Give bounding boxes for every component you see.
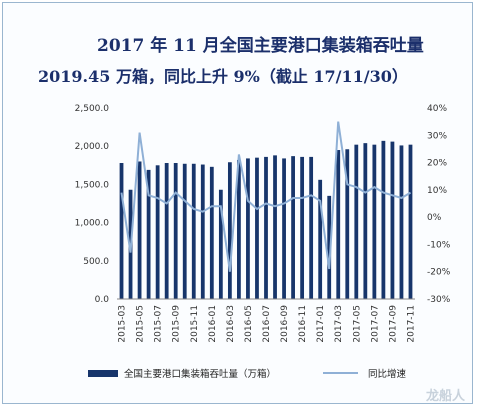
y-left-tick-label: 1,500.0 — [75, 180, 110, 190]
legend-bar-label: 全国主要港口集装箱吞吐量（万箱） — [124, 368, 276, 380]
bar — [399, 145, 404, 299]
bar — [336, 150, 341, 299]
x-tick-label: 2016-07 — [262, 305, 272, 343]
bar — [227, 162, 232, 299]
x-tick-label: 2017-09 — [388, 305, 398, 343]
bar — [354, 144, 359, 299]
y-axis-left: 0.0 500.0 1,000.0 1,500.0 2,000.0 2,500.0 — [75, 104, 110, 305]
y-axis-right: -30% -20% -10% 0% 10% 20% 30% 40% — [427, 104, 451, 305]
bar — [191, 163, 196, 299]
bar — [309, 156, 314, 299]
bar — [264, 156, 268, 299]
bar — [255, 157, 259, 299]
x-tick-label: 2016-11 — [298, 305, 308, 343]
y-left-tick-label: 0.0 — [95, 295, 110, 305]
bar — [164, 163, 169, 299]
y-right-tick-label: 40% — [427, 104, 447, 114]
x-tick-label: 2015-07 — [154, 305, 164, 343]
x-tick-label: 2015-09 — [172, 305, 182, 343]
y-right-tick-label: 10% — [427, 186, 447, 196]
bar — [372, 144, 377, 299]
line-series — [120, 121, 412, 272]
bar — [155, 165, 160, 299]
bar — [218, 189, 223, 299]
legend-bar-swatch — [88, 370, 118, 377]
x-tick-label: 2017-05 — [352, 305, 362, 343]
growth-line — [120, 121, 412, 272]
x-axis: 2015-03 2015-05 2015-07 2015-09 2015-11 2016-… — [117, 298, 416, 343]
bar — [146, 169, 151, 299]
bar — [137, 161, 142, 299]
chart-subtitle: 2019.45 万箱，同比上升 9%（截止 17/11/30） — [38, 67, 408, 86]
bar — [282, 158, 286, 299]
y-right-tick-label: -20% — [427, 268, 451, 278]
y-right-tick-label: 30% — [427, 131, 447, 141]
x-tick-label: 2017-07 — [370, 305, 380, 343]
y-right-tick-label: 20% — [427, 159, 447, 169]
y-left-tick-label: 1,000.0 — [75, 219, 110, 229]
bar — [182, 163, 187, 299]
y-right-tick-label: 0% — [427, 213, 442, 223]
legend-line-label: 同比增速 — [368, 368, 407, 380]
x-tick-label: 2016-01 — [208, 305, 218, 343]
bar — [363, 143, 368, 299]
bar — [327, 195, 332, 299]
y-right-tick-label: -10% — [427, 240, 451, 250]
y-right-tick-label: -30% — [427, 295, 451, 305]
x-tick-label: 2016-03 — [226, 305, 236, 343]
bar-series — [119, 140, 413, 299]
x-tick-label: 2016-05 — [244, 305, 254, 343]
legend: 全国主要港口集装箱吞吐量（万箱） 同比增速 — [88, 368, 407, 380]
bar — [119, 163, 124, 299]
bar — [345, 149, 350, 299]
chart-title: 2017 年 11 月全国主要港口集装箱吞吐量 — [97, 36, 424, 56]
bar — [273, 155, 277, 299]
x-tick-label: 2016-09 — [280, 305, 290, 343]
watermark: 龙船人 — [425, 389, 465, 404]
x-tick-label: 2015-05 — [136, 305, 146, 343]
x-tick-label: 2015-03 — [118, 305, 128, 343]
x-tick-label: 2017-11 — [406, 305, 416, 343]
x-tick-label: 2015-11 — [190, 305, 200, 343]
bar — [209, 166, 214, 299]
bar — [200, 164, 205, 299]
bar — [318, 179, 323, 299]
bar — [300, 156, 305, 299]
y-left-tick-label: 500.0 — [83, 257, 109, 267]
bar — [246, 158, 250, 299]
bar — [381, 140, 386, 299]
y-left-tick-label: 2,500.0 — [75, 104, 110, 114]
bar — [291, 156, 295, 299]
x-tick-label: 2017-03 — [334, 305, 344, 343]
bar — [237, 159, 241, 299]
bar — [408, 144, 413, 299]
bar — [173, 163, 178, 299]
bar — [390, 141, 395, 299]
x-tick-label: 2017-01 — [316, 305, 326, 343]
y-left-tick-label: 2,000.0 — [75, 142, 110, 152]
